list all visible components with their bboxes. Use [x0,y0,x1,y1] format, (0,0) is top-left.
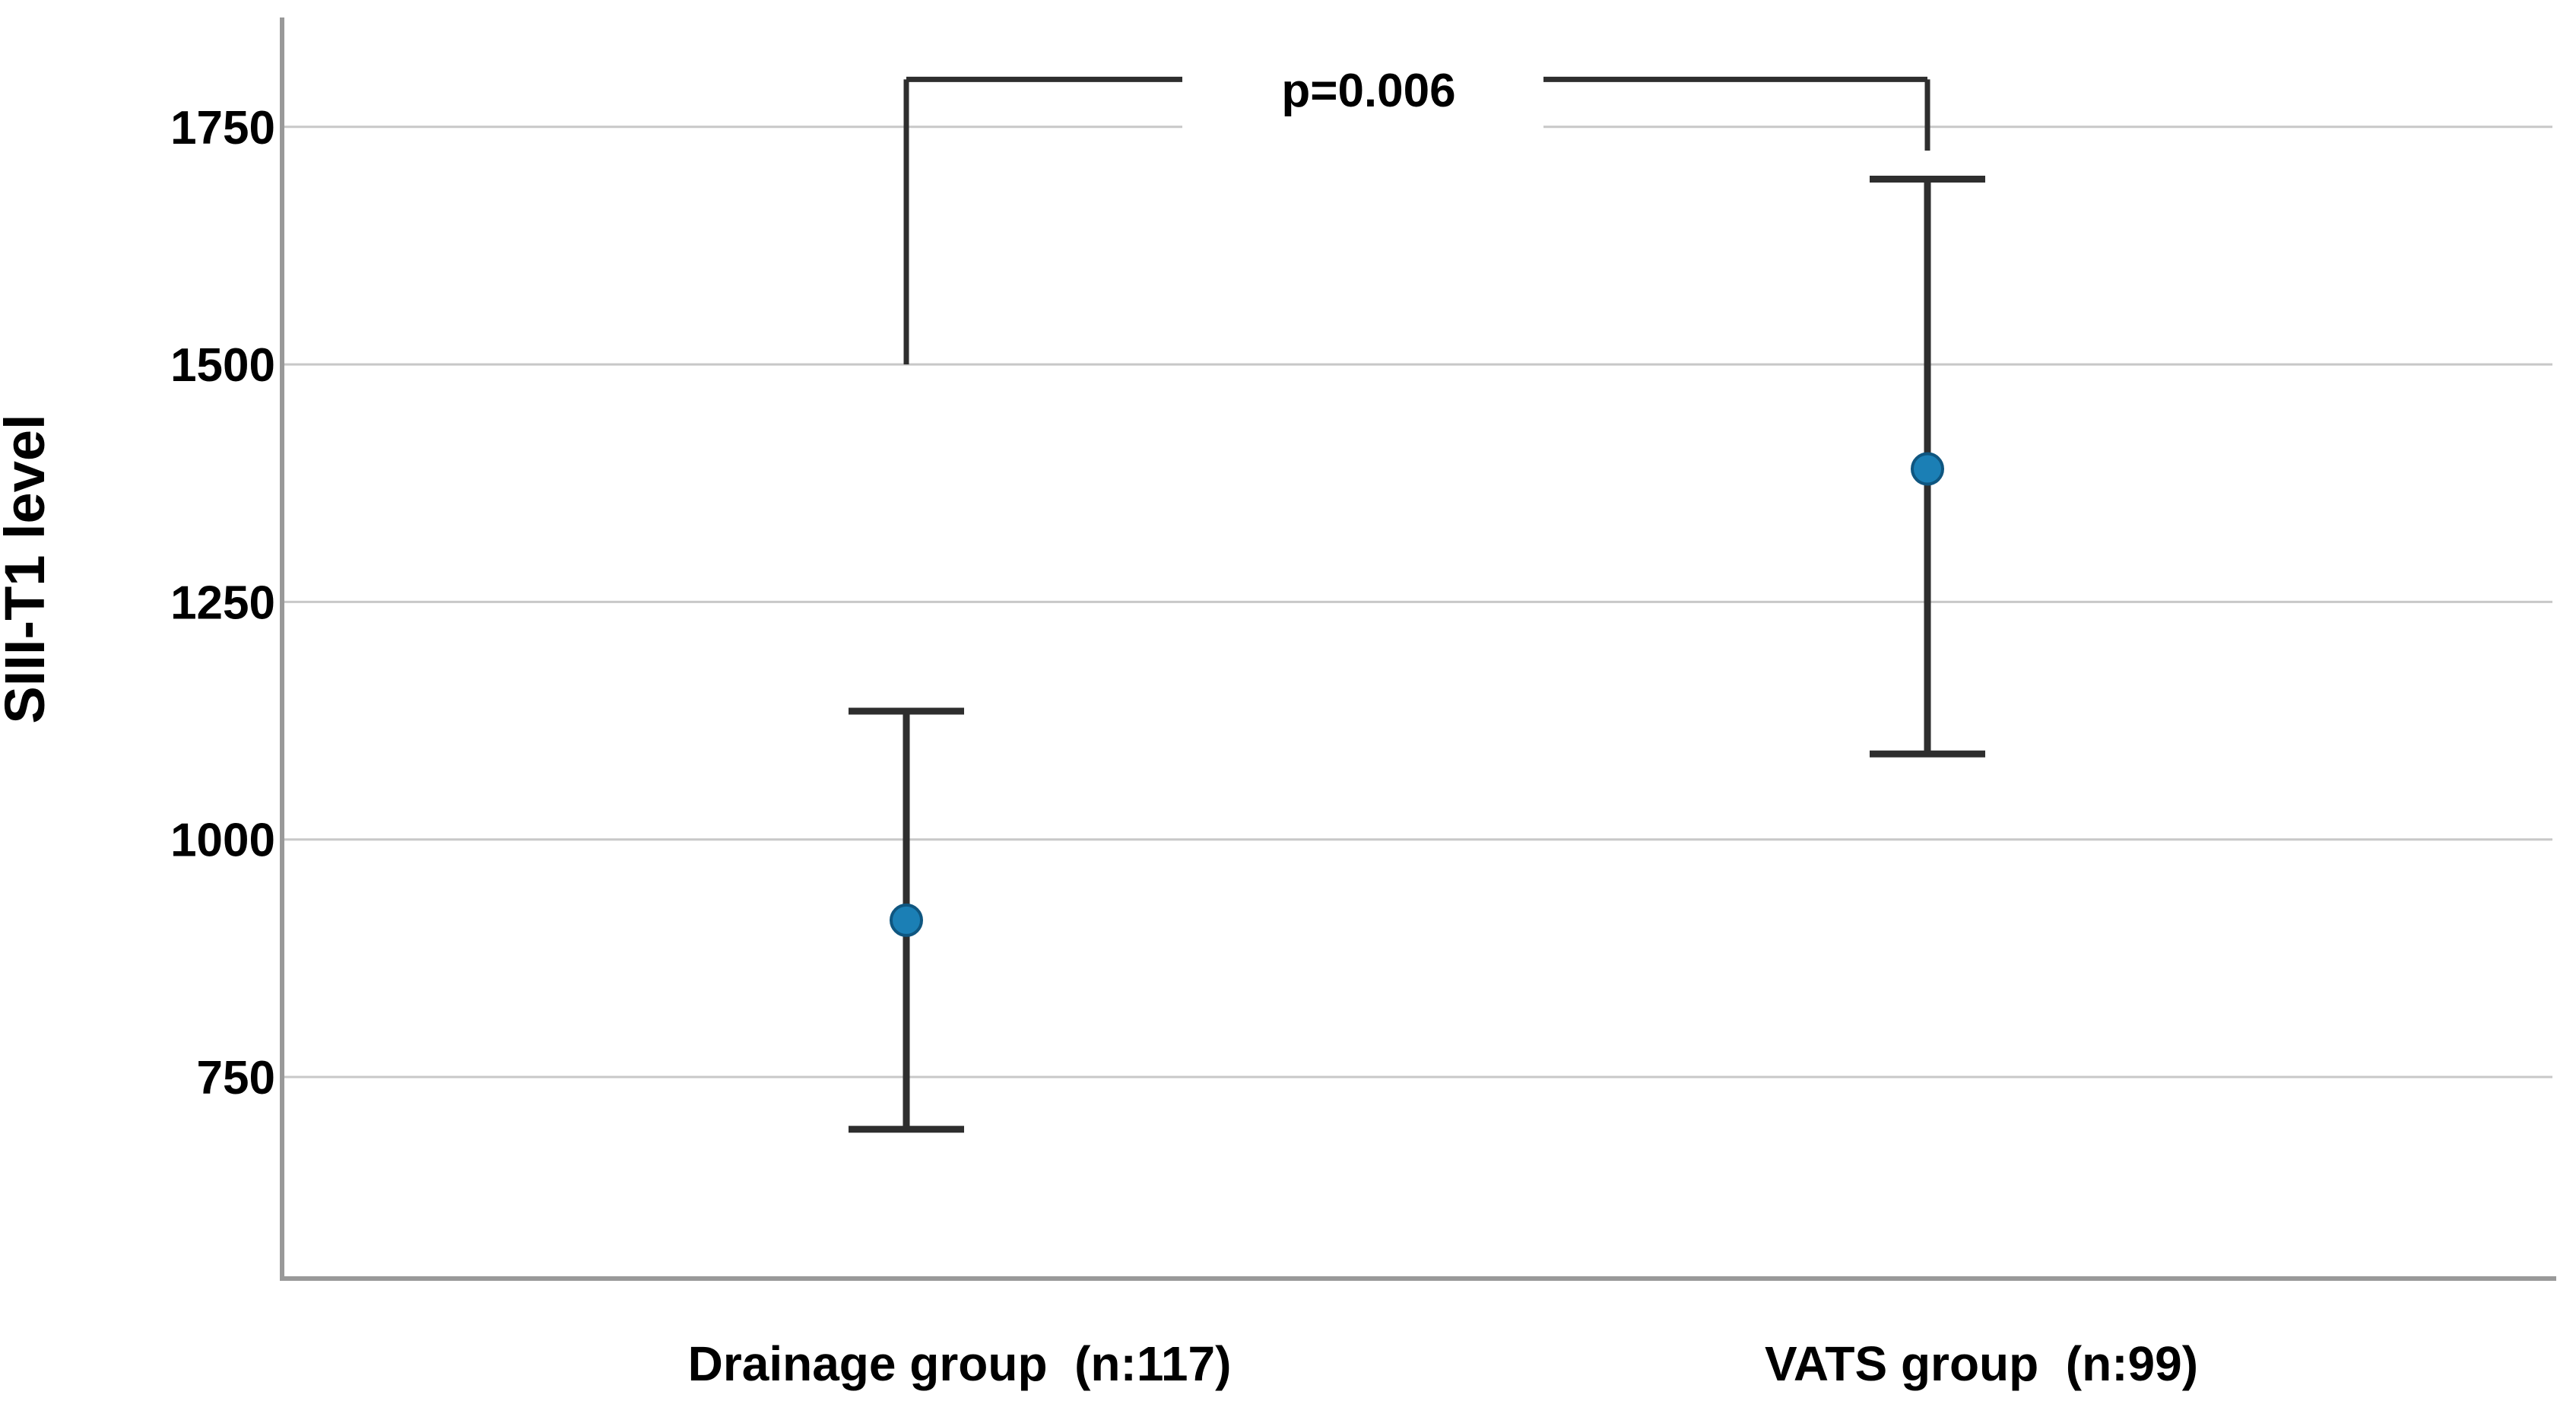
y-tick-label-layer: 750 1000 1250 1500 1750 [170,102,275,1104]
error-bar-layer [849,176,1985,1133]
p-value-background [1182,43,1543,163]
y-tick-label: 1250 [170,577,275,629]
y-axis-title: SIII-T1 level [0,414,56,723]
x-category-label-drainage: Drainage group (n:117) [688,1336,1232,1391]
y-tick-label: 750 [197,1052,275,1104]
gridline-layer [284,125,2552,1079]
x-category-label-vats: VATS group (n:99) [1765,1336,2198,1391]
y-tick-label: 1000 [170,815,275,867]
y-tick-label: 1500 [170,339,275,392]
p-value-label: p=0.006 [1281,65,1455,117]
axis-layer [280,17,2556,1281]
mean-marker [890,903,923,937]
y-tick-label: 1750 [170,102,275,154]
mean-marker [1911,452,1944,486]
